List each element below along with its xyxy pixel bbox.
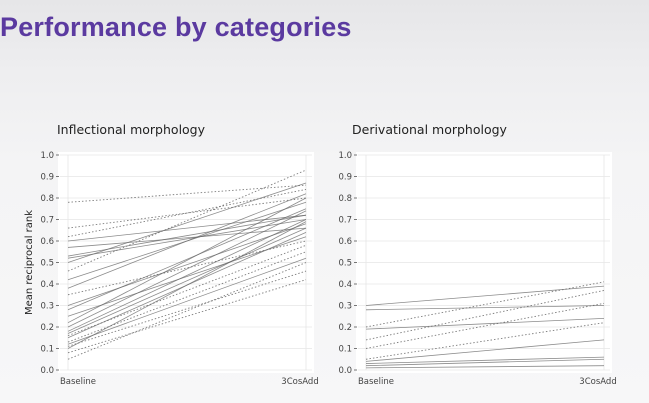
inflectional-y-tick-label: 0.4 [40, 280, 54, 290]
inflectional-series-line [67, 227, 307, 334]
inflectional-series-line [67, 182, 307, 263]
inflectional-series-line [67, 169, 307, 272]
derivational-series-line [365, 285, 605, 306]
derivational-series-line [365, 305, 605, 311]
inflectional-series-line [67, 197, 307, 229]
inflectional-series-line [67, 262, 307, 360]
derivational-y-tick-label: 0.7 [338, 216, 352, 226]
inflectional-series-line [67, 210, 307, 328]
inflectional-y-tick-label: 0.7 [40, 216, 54, 226]
derivational-series-line [365, 322, 605, 360]
inflectional-y-axis-title: Mean reciprocal rank [24, 210, 35, 315]
inflectional-series-line [67, 208, 307, 311]
derivational-y-tick-label: 0.3 [338, 302, 352, 312]
inflectional-y-tick-label: 0.5 [40, 259, 54, 269]
derivational-series-line [365, 356, 605, 364]
derivational-y-tick-label: 0.0 [338, 366, 352, 376]
inflectional-y-tick-label: 0.0 [40, 366, 54, 376]
derivational-y-tick-label: 0.6 [338, 237, 352, 247]
derivational-y-tick-label: 0.4 [338, 280, 352, 290]
derivational-series-line [365, 365, 605, 369]
derivational-series-line [365, 358, 605, 367]
inflectional-series-line [67, 184, 307, 203]
inflectional-series-line [67, 279, 307, 354]
derivational-y-tick-label: 0.1 [338, 345, 352, 355]
derivational-chart-title: Derivational morphology [352, 122, 507, 137]
inflectional-series-line [67, 221, 307, 349]
derivational-y-tick-label: 0.8 [338, 194, 352, 204]
inflectional-chart-title: Inflectional morphology [57, 122, 206, 137]
inflectional-series-line [67, 214, 307, 242]
inflectional-series-line [67, 227, 307, 248]
inflectional-y-tick-label: 1.0 [40, 151, 54, 161]
inflectional-y-tick-label: 0.3 [40, 302, 54, 312]
derivational-x-tick-label: Baseline [358, 377, 394, 387]
inflectional-series-line [67, 219, 307, 332]
slide-title: Performance by categories [0, 12, 352, 42]
inflectional-series-line [67, 197, 307, 324]
inflectional-y-tick-label: 0.8 [40, 194, 54, 204]
inflectional-y-tick-label: 0.2 [40, 323, 54, 333]
inflectional-x-tick-label: 3CosAdd [281, 377, 318, 387]
inflectional-x-tick-label: Baseline [60, 377, 96, 387]
derivational-y-tick-label: 0.2 [338, 323, 352, 333]
inflectional-series-line [67, 257, 307, 345]
inflectional-series-line [67, 193, 307, 289]
derivational-y-tick-label: 0.5 [338, 259, 352, 269]
derivational-y-tick-label: 0.9 [338, 173, 352, 183]
derivational-x-tick-label: 3CosAdd [579, 377, 616, 387]
inflectional-y-tick-label: 0.6 [40, 237, 54, 247]
inflectional-y-tick-label: 0.9 [40, 173, 54, 183]
inflectional-series-line [67, 223, 307, 306]
derivational-series-line [365, 318, 605, 330]
inflectional-y-tick-label: 0.1 [40, 345, 54, 355]
derivational-series-line [365, 339, 605, 362]
derivational-y-tick-label: 1.0 [338, 151, 352, 161]
